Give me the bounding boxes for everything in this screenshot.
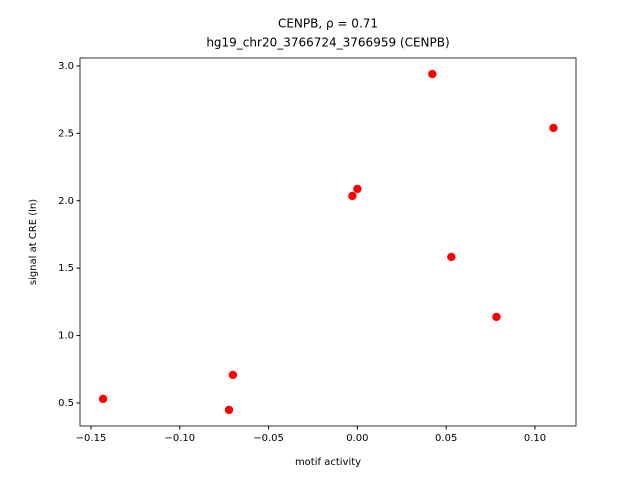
x-tick-label: 0.10 bbox=[524, 433, 546, 444]
point bbox=[353, 184, 362, 194]
x-tick-label: 0.05 bbox=[435, 433, 457, 444]
y-tick-label: 3.0 bbox=[58, 61, 74, 72]
chart-subtitle: hg19_chr20_3766724_3766959 (CENPB) bbox=[206, 36, 449, 50]
x-tick-label: 0.00 bbox=[346, 433, 368, 444]
chart-title: CENPB, ρ = 0.71 bbox=[278, 17, 378, 31]
plot-frame bbox=[79, 57, 577, 427]
point bbox=[549, 123, 558, 133]
x-tick-label: −0.05 bbox=[253, 433, 284, 444]
point bbox=[228, 370, 238, 380]
y-tick-label: 1.5 bbox=[58, 263, 74, 274]
point bbox=[447, 252, 456, 262]
y-tick-label: 1.0 bbox=[58, 331, 74, 342]
x-tick-label: −0.15 bbox=[76, 433, 107, 444]
point bbox=[348, 191, 357, 201]
y-axis-label: signal at CRE (ln) bbox=[28, 199, 39, 285]
y-tick-label: 0.5 bbox=[58, 398, 74, 409]
point bbox=[428, 69, 437, 79]
point bbox=[224, 405, 234, 415]
y-tick-label: 2.5 bbox=[58, 128, 74, 139]
y-tick-label: 2.0 bbox=[58, 196, 74, 207]
x-tick-label: −0.10 bbox=[164, 433, 195, 444]
point bbox=[492, 312, 501, 322]
point bbox=[98, 394, 108, 404]
x-axis-label: motif activity bbox=[295, 457, 361, 468]
